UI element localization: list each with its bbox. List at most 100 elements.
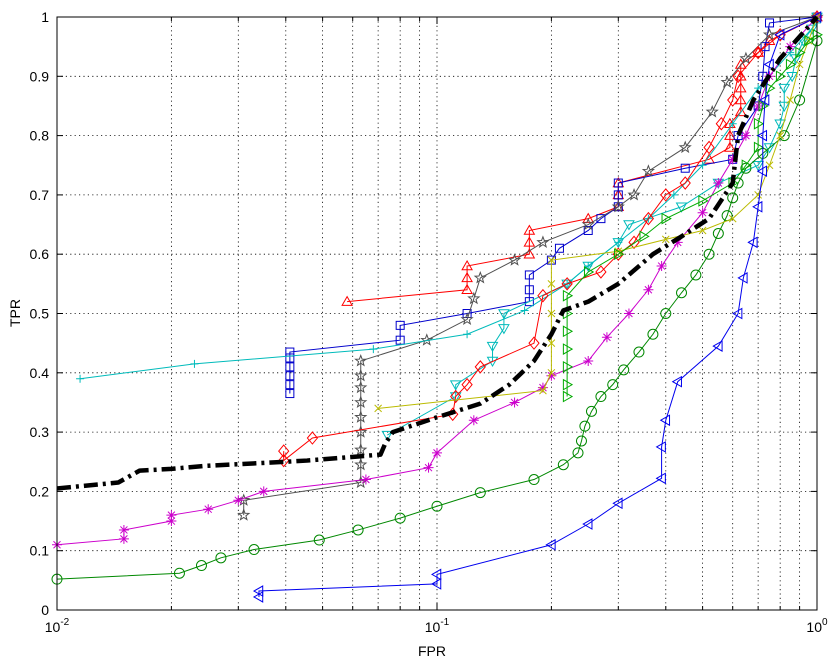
marker-circle xyxy=(352,524,364,536)
marker-triangle-right xyxy=(753,117,765,130)
marker-circle xyxy=(579,420,591,432)
marker-x xyxy=(698,226,707,235)
marker-circle xyxy=(431,500,443,512)
y-axis-title: TPR xyxy=(7,299,23,327)
marker-x xyxy=(765,161,774,170)
marker-asterisk xyxy=(785,41,796,52)
marker-triangle-left xyxy=(671,375,682,388)
marker-triangle-right xyxy=(661,212,672,225)
marker-star xyxy=(473,270,487,284)
marker-circle xyxy=(607,379,619,391)
marker-diamond xyxy=(715,116,727,131)
marker-x xyxy=(547,256,556,264)
marker-diamond xyxy=(660,188,672,202)
series-layer xyxy=(51,10,824,603)
marker-asterisk xyxy=(583,355,594,366)
ticks: 0 0.1 0.2 0.3 0.4 0.5 0.6 0.7 0.8 0.9 1 10-2 10-1 100 xyxy=(30,9,828,635)
marker-asterisk xyxy=(643,284,654,295)
marker-triangle-up xyxy=(734,82,747,93)
marker-circle xyxy=(575,435,587,447)
series-line xyxy=(283,16,818,462)
marker-circle xyxy=(557,459,569,471)
marker-triangle-right xyxy=(785,58,797,71)
marker-triangle-right xyxy=(614,248,625,261)
marker-star xyxy=(354,395,368,409)
marker-triangle-right xyxy=(804,34,815,47)
marker-triangle-up xyxy=(724,141,736,152)
marker-plus xyxy=(698,161,707,170)
marker-square xyxy=(285,371,295,381)
series-line xyxy=(258,16,818,597)
y-tick-label: 0.6 xyxy=(30,246,50,262)
marker-triangle-up xyxy=(461,260,473,271)
marker-triangle-right xyxy=(812,28,824,41)
marker-diamond xyxy=(727,93,739,107)
marker-asterisk xyxy=(727,154,738,165)
marker-triangle-left xyxy=(737,272,748,284)
y-tick-label: 0.5 xyxy=(30,306,50,322)
marker-x xyxy=(728,214,737,223)
marker-square xyxy=(285,353,295,363)
marker-circle xyxy=(215,552,227,564)
marker-star xyxy=(354,354,368,367)
marker-circle xyxy=(528,474,540,486)
marker-x xyxy=(547,279,556,288)
marker-circle xyxy=(313,534,325,546)
series-line xyxy=(56,40,818,580)
marker-triangle-up xyxy=(752,46,764,57)
marker-circle xyxy=(248,544,260,556)
marker-triangle-left xyxy=(752,200,763,213)
marker-asterisk xyxy=(656,261,667,272)
marker-x xyxy=(547,368,556,377)
marker-star xyxy=(507,253,522,266)
marker-circle xyxy=(585,405,597,417)
series-triangle-right xyxy=(562,28,824,403)
marker-star xyxy=(678,140,692,154)
marker-star xyxy=(354,368,368,382)
series-line xyxy=(289,16,818,394)
marker-star xyxy=(705,104,719,118)
marker-asterisk xyxy=(423,462,434,473)
marker-triangle-left xyxy=(612,497,623,510)
x-tick-label: 10-2 xyxy=(45,617,70,635)
marker-asterisk xyxy=(233,495,244,506)
marker-triangle-down xyxy=(449,380,462,391)
marker-plus xyxy=(76,374,85,383)
y-tick-label: 0.3 xyxy=(30,424,50,440)
marker-square xyxy=(395,320,405,330)
marker-x xyxy=(786,96,795,104)
marker-triangle-left xyxy=(756,129,768,142)
marker-square xyxy=(760,42,770,52)
marker-triangle-down xyxy=(797,36,810,47)
marker-x xyxy=(547,339,556,348)
marker-circle xyxy=(703,248,715,260)
marker-triangle-down xyxy=(763,143,776,154)
marker-circle xyxy=(474,487,486,499)
series-line xyxy=(56,16,818,546)
marker-star xyxy=(762,27,777,41)
marker-triangle-up xyxy=(523,224,536,235)
marker-asterisk xyxy=(118,533,129,544)
series-line xyxy=(347,16,818,303)
marker-star xyxy=(354,442,368,456)
marker-square xyxy=(395,335,405,345)
series-line xyxy=(243,16,818,516)
marker-square xyxy=(285,380,295,390)
marker-asterisk xyxy=(468,415,479,426)
marker-asterisk xyxy=(753,100,764,111)
marker-circle xyxy=(660,308,672,319)
marker-circle xyxy=(740,162,752,174)
marker-triangle-right xyxy=(795,46,806,59)
marker-square xyxy=(524,297,534,307)
marker-triangle-up xyxy=(703,153,715,164)
marker-circle xyxy=(572,447,584,459)
marker-square xyxy=(613,202,623,212)
marker-triangle-down xyxy=(752,161,764,172)
marker-diamond xyxy=(561,277,573,291)
marker-diamond xyxy=(306,431,319,445)
marker-triangle-down xyxy=(778,101,791,112)
x-tick-label: 100 xyxy=(806,617,828,635)
marker-triangle-down xyxy=(498,324,510,335)
y-tick-label: 1 xyxy=(41,9,49,25)
